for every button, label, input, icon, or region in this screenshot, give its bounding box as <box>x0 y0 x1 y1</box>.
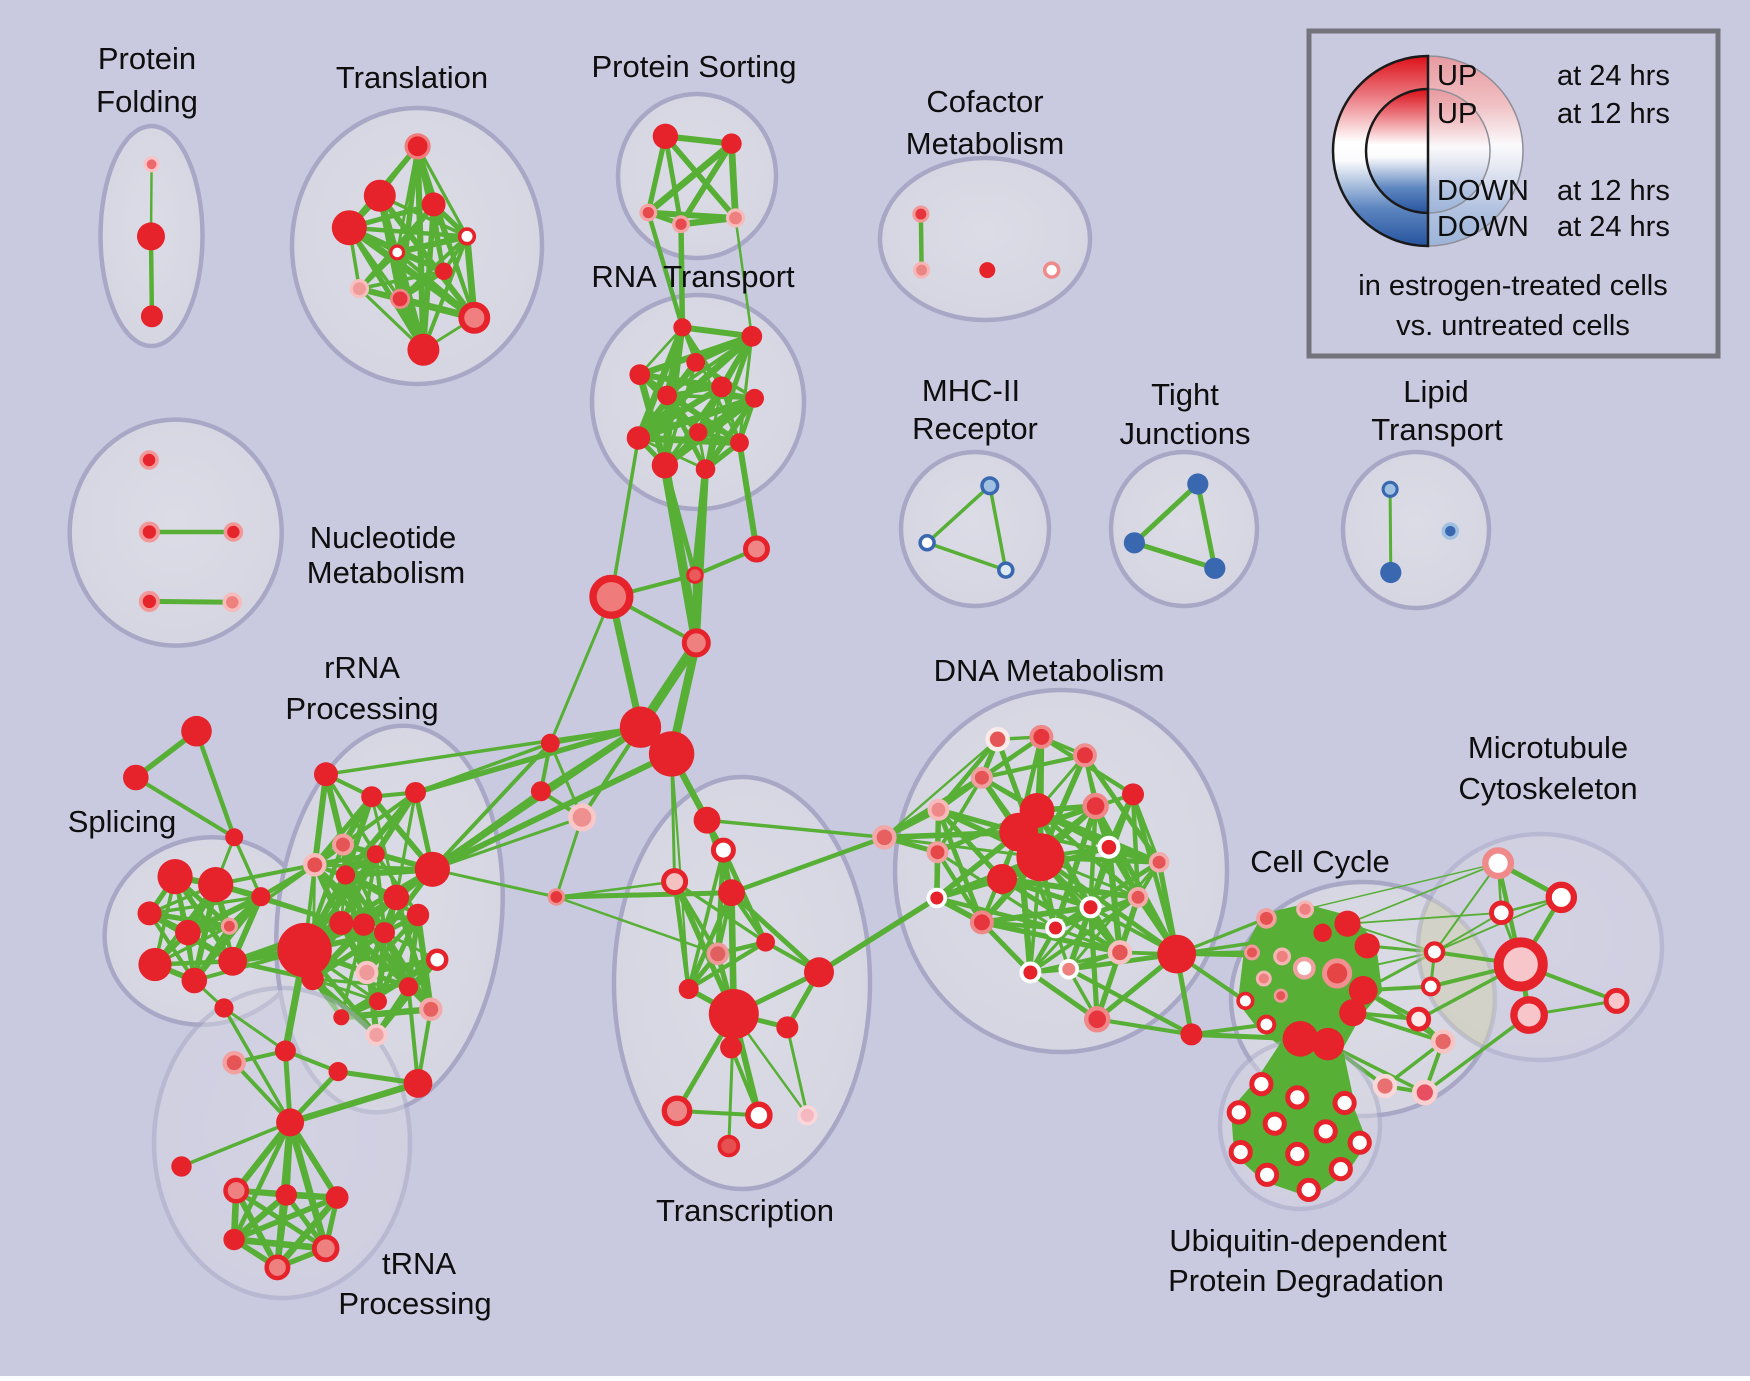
svg-text:Processing: Processing <box>285 691 438 726</box>
svg-text:at 24 hrs: at 24 hrs <box>1557 60 1670 92</box>
svg-text:Splicing: Splicing <box>68 804 177 839</box>
svg-text:DOWN: DOWN <box>1437 211 1529 243</box>
svg-text:Microtubule: Microtubule <box>1468 730 1628 765</box>
svg-text:Transcription: Transcription <box>656 1193 834 1228</box>
svg-text:DOWN: DOWN <box>1437 175 1529 207</box>
svg-text:Protein: Protein <box>98 41 196 76</box>
svg-text:Ubiquitin-dependent: Ubiquitin-dependent <box>1169 1223 1447 1258</box>
svg-text:Receptor: Receptor <box>912 411 1038 446</box>
svg-text:tRNA: tRNA <box>382 1246 456 1281</box>
svg-text:Metabolism: Metabolism <box>307 555 466 590</box>
svg-text:Lipid: Lipid <box>1403 374 1469 409</box>
svg-text:at 24 hrs: at 24 hrs <box>1557 211 1670 243</box>
svg-text:Protein Degradation: Protein Degradation <box>1168 1263 1444 1298</box>
svg-text:Cell Cycle: Cell Cycle <box>1250 844 1390 879</box>
svg-text:at 12 hrs: at 12 hrs <box>1557 98 1670 130</box>
svg-text:Metabolism: Metabolism <box>906 126 1065 161</box>
svg-text:MHC-II: MHC-II <box>922 373 1020 408</box>
svg-text:UP: UP <box>1437 60 1477 92</box>
svg-text:RNA Transport: RNA Transport <box>591 259 795 294</box>
svg-text:rRNA: rRNA <box>324 650 400 685</box>
svg-text:Folding: Folding <box>96 84 198 119</box>
svg-text:Nucleotide: Nucleotide <box>310 520 456 555</box>
svg-text:Protein Sorting: Protein Sorting <box>591 49 796 84</box>
svg-text:Junctions: Junctions <box>1120 416 1251 451</box>
svg-text:at 12 hrs: at 12 hrs <box>1557 175 1670 207</box>
svg-text:Cofactor: Cofactor <box>926 84 1043 119</box>
svg-text:Translation: Translation <box>336 60 488 95</box>
svg-text:Cytoskeleton: Cytoskeleton <box>1458 771 1637 806</box>
svg-text:Processing: Processing <box>338 1286 491 1321</box>
svg-text:Tight: Tight <box>1151 377 1219 412</box>
svg-text:DNA Metabolism: DNA Metabolism <box>934 653 1165 688</box>
svg-text:in estrogen-treated cells: in estrogen-treated cells <box>1358 270 1668 302</box>
svg-text:Transport: Transport <box>1371 412 1503 447</box>
svg-text:vs. untreated cells: vs. untreated cells <box>1396 310 1630 342</box>
svg-text:UP: UP <box>1437 98 1477 130</box>
